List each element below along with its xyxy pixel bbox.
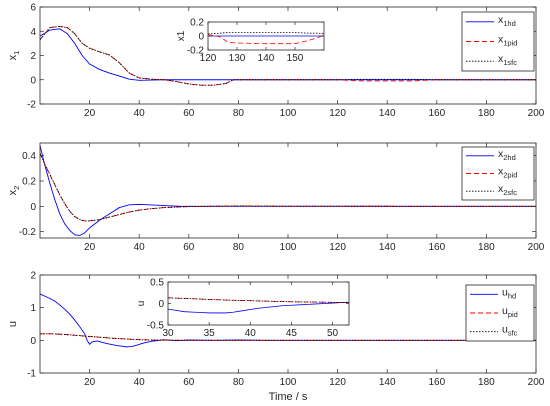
y-tick-label: 1	[30, 303, 36, 314]
x-tick-label: 160	[428, 242, 445, 253]
y-tick-label: 2	[30, 51, 36, 62]
legend-label-subscript: 2sfc	[503, 188, 517, 197]
x-tick-label: 60	[183, 108, 195, 119]
x-tick-label: 60	[183, 242, 195, 253]
legend-label-subscript: 1pid	[503, 39, 517, 48]
y-tick-label: 6	[30, 3, 36, 14]
x-tick-label: 140	[379, 377, 396, 388]
x-tick-label: 60	[183, 377, 195, 388]
x-tick-label: 80	[233, 108, 245, 119]
series-line-1	[40, 25, 536, 86]
y-axis-label: x1	[7, 51, 21, 61]
y-tick-label: -0.2	[187, 46, 205, 57]
y-tick-label: 0	[30, 202, 36, 213]
x-tick-label: 120	[329, 108, 346, 119]
inset-y-axis-label: u	[136, 301, 147, 307]
x-tick-label: 120	[329, 377, 346, 388]
inset-series-line-0	[168, 301, 349, 314]
inset-series-line-1	[168, 297, 349, 304]
x-tick-label: 180	[478, 242, 495, 253]
legend-label-subscript: hd	[508, 291, 516, 300]
x-tick-label: 80	[233, 377, 245, 388]
x-tick-label: 50	[327, 328, 339, 339]
x-tick-label: 30	[162, 328, 174, 339]
x-tick-label: 140	[258, 53, 275, 64]
y-tick-label: 0	[30, 75, 36, 86]
y-tick-label: 0	[198, 32, 204, 43]
x-tick-label: 40	[245, 328, 257, 339]
x-tick-label: 100	[280, 242, 297, 253]
legend-label-subscript: 1hd	[503, 19, 516, 28]
chart-panel-1: 20 40 60 80 100 120 140 160 180 200-20246x1x1hdx1…	[7, 3, 545, 120]
inset-y-axis-label: x1	[176, 30, 187, 41]
y-axis-label-subscript: 1	[12, 51, 21, 55]
y-tick-label: 4	[30, 27, 36, 38]
x-tick-label: 130	[229, 53, 246, 64]
x-tick-label: 40	[134, 377, 146, 388]
y-tick-label: -0.2	[19, 227, 37, 238]
x-tick-label: 160	[428, 108, 445, 119]
series-line-0	[40, 28, 536, 81]
inset-axes: 30 35 40 45 50 -0.5 0 0.5 u	[136, 278, 350, 339]
series-line-2	[40, 333, 536, 341]
inset-axes: 120 130 140 150 -0.2 0 0.2x1	[176, 18, 325, 64]
x-tick-label: 40	[134, 108, 146, 119]
plot-background	[40, 143, 536, 238]
y-tick-label: -1	[27, 369, 36, 380]
x-tick-label: 140	[379, 108, 396, 119]
x-tick-label: 100	[280, 108, 297, 119]
y-tick-label: 0.5	[150, 278, 164, 289]
x-tick-label: 200	[528, 377, 545, 388]
x-tick-label: 100	[280, 377, 297, 388]
x-tick-label: 80	[233, 242, 245, 253]
y-tick-label: 0.2	[190, 18, 204, 29]
x-tick-label: 35	[204, 328, 216, 339]
y-tick-label: -2	[27, 100, 36, 111]
chart-panel-3: 20 40 60 80 100 120 140 160 180 200 -1 0 1 2 u Time / s…	[7, 271, 545, 404]
x-tick-label: 180	[478, 108, 495, 119]
y-tick-label: 0.2	[22, 177, 36, 188]
x-tick-label: 140	[379, 242, 396, 253]
legend-label-subscript: sfc	[508, 329, 518, 338]
x-tick-label: 20	[84, 108, 96, 119]
x-tick-label: 200	[528, 242, 545, 253]
y-tick-label: 0.4	[22, 151, 36, 162]
y-tick-label: 2	[30, 271, 36, 282]
y-axis-label: x2	[7, 186, 21, 196]
x-tick-label: 180	[478, 377, 495, 388]
y-tick-label: -0.5	[147, 321, 165, 332]
legend-box	[465, 284, 535, 342]
x-axis-label: Time / s	[269, 391, 308, 403]
x-tick-label: 20	[84, 377, 96, 388]
y-tick-label: 0	[158, 299, 164, 310]
series-line-0	[40, 145, 536, 236]
legend-label-subscript: 2hd	[503, 153, 516, 162]
inset-series-line-1	[208, 34, 324, 45]
legend-label-subscript: 1sfc	[503, 58, 517, 67]
x-tick-label: 120	[329, 242, 346, 253]
legend-label-subscript: 2pid	[503, 171, 517, 180]
x-tick-label: 120	[200, 53, 217, 64]
y-axis-label-subscript: 2	[12, 186, 21, 190]
y-tick-label: 0	[30, 336, 36, 347]
y-axis-label: u	[7, 321, 19, 327]
x-tick-label: 40	[134, 242, 146, 253]
x-tick-label: 45	[286, 328, 298, 339]
x-tick-label: 200	[528, 108, 545, 119]
inset-series-line-2	[208, 32, 324, 35]
x-tick-label: 160	[428, 377, 445, 388]
chart-panel-2: 20 40 60 80 100 120 140 160 180 200-0.200.20.4x2x…	[7, 142, 545, 253]
series-line-2	[40, 152, 536, 222]
x-tick-label: 150	[287, 53, 304, 64]
x-tick-label: 20	[84, 242, 96, 253]
legend-label-subscript: pid	[508, 310, 518, 319]
